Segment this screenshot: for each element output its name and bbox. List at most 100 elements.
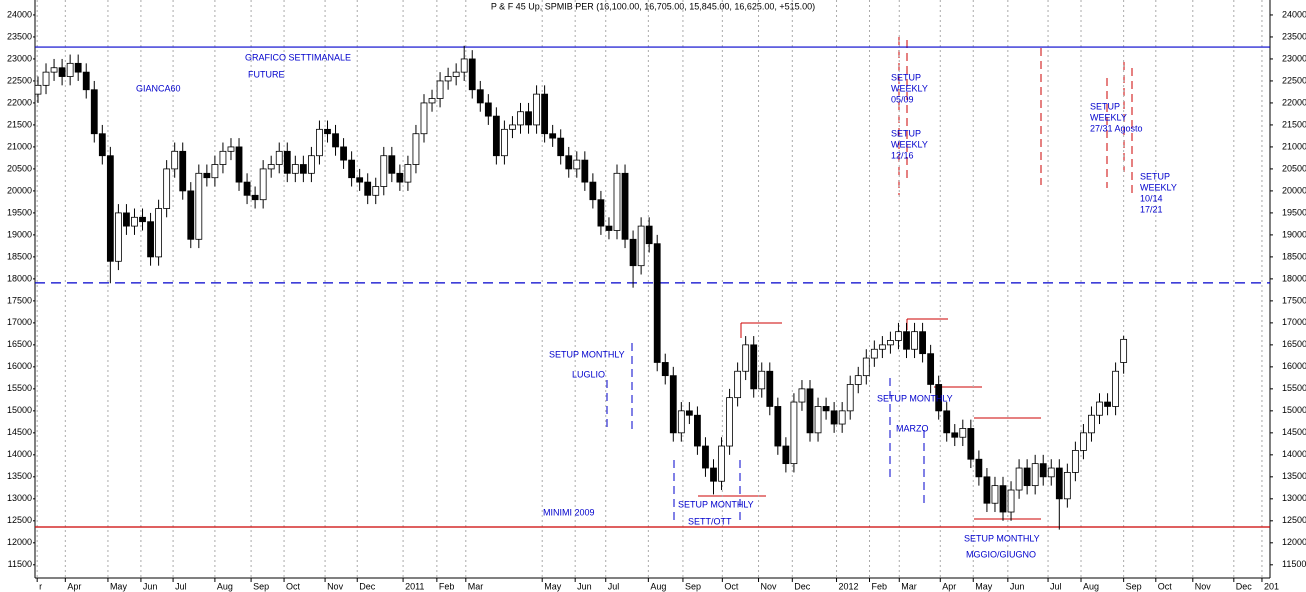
x-tick-label: May: [110, 581, 128, 591]
x-tick-label: Sep: [253, 581, 269, 591]
candle-body: [420, 102, 428, 135]
x-tick-label: Apr: [942, 581, 956, 591]
x-tick-label: May: [544, 581, 562, 591]
candle-body: [967, 428, 975, 460]
candle-body: [468, 58, 476, 91]
x-tick-label: Oct: [724, 581, 739, 591]
annotation: WEEKLY: [891, 139, 928, 149]
candle-body: [758, 370, 766, 390]
x-tick-label: Feb: [439, 581, 455, 591]
y-tick-label-right: 23000: [1282, 53, 1306, 63]
candle-body: [653, 243, 661, 363]
x-tick-label: Sep: [1126, 581, 1142, 591]
candle-body: [155, 208, 163, 258]
x-tick-label: 201: [1264, 581, 1279, 591]
candle-body: [549, 133, 557, 139]
candle-body: [1120, 338, 1128, 363]
y-tick-label-right: 20000: [1282, 185, 1306, 195]
annotation: WEEKLY: [891, 83, 928, 93]
candle-body: [605, 225, 613, 231]
candle-body: [412, 133, 420, 165]
candle-body: [1096, 401, 1103, 416]
candle-body: [123, 212, 130, 227]
candle-body: [1080, 432, 1087, 451]
y-tick-label: 18000: [7, 273, 32, 283]
y-tick-label: 24000: [7, 9, 32, 19]
candle-body: [114, 212, 122, 262]
y-tick-label: 13500: [7, 471, 32, 481]
candle-body: [460, 58, 468, 73]
candle-body: [782, 445, 790, 465]
candle-body: [919, 331, 926, 355]
x-tick-label: Jul: [175, 581, 187, 591]
y-tick-label: 20000: [7, 185, 32, 195]
candle-body: [525, 111, 532, 126]
candle-body: [1088, 414, 1095, 434]
candle-body: [299, 164, 307, 174]
x-tick-label: May: [975, 581, 993, 591]
y-tick-label-right: 17500: [1282, 295, 1306, 305]
candle-body: [139, 216, 146, 223]
candle-body: [766, 370, 774, 407]
candle-body: [517, 111, 524, 126]
candle-body: [999, 485, 1007, 513]
x-tick-label: Nov: [761, 581, 778, 591]
candle-body: [541, 93, 549, 135]
annotation: SETUP MONTHLY: [964, 533, 1040, 543]
candle-body: [613, 172, 621, 231]
candle-body: [870, 348, 878, 359]
y-tick-label-right: 22000: [1282, 97, 1306, 107]
annotation: MINIMI 2009: [543, 507, 595, 517]
candle-body: [581, 159, 589, 183]
annotation: SETUP: [891, 128, 921, 138]
candle-body: [388, 155, 396, 174]
y-tick-label-right: 12500: [1282, 515, 1306, 525]
candle-body: [66, 62, 74, 77]
y-tick-label: 14000: [7, 449, 32, 459]
x-tick-label: Sep: [685, 581, 701, 591]
x-tick-label: Oct: [286, 581, 301, 591]
y-tick-label-right: 15500: [1282, 383, 1306, 393]
candle-body: [975, 458, 983, 478]
candle-body: [1023, 467, 1031, 487]
candle-body: [750, 344, 758, 390]
y-tick-label-right: 18000: [1282, 273, 1306, 283]
candle-body: [211, 164, 219, 179]
y-tick-label-right: 14500: [1282, 427, 1306, 437]
y-tick-label: 22500: [7, 75, 32, 85]
x-tick-label: Nov: [1195, 581, 1212, 591]
candle-body: [509, 124, 516, 130]
candle-body: [685, 410, 693, 416]
candle-body: [82, 71, 90, 91]
setup-lines: [606, 37, 1133, 525]
annotation: 12/16: [891, 150, 914, 160]
candle-body: [927, 353, 935, 385]
candle-body: [557, 137, 565, 157]
x-tick-label: Dec: [1236, 581, 1253, 591]
y-tick-label: 19000: [7, 229, 32, 239]
y-tick-label: 14500: [7, 427, 32, 437]
y-tick-label-right: 14000: [1282, 449, 1306, 459]
candle-body: [943, 410, 951, 434]
candle-body: [935, 384, 943, 412]
annotation: 10/14: [1140, 193, 1163, 203]
annotation: LUGLIO: [572, 369, 605, 379]
candle-body: [959, 428, 967, 438]
candle-body: [838, 410, 846, 425]
candle-body: [476, 89, 484, 104]
candle-body: [790, 401, 798, 465]
y-tick-label-right: 23500: [1282, 31, 1306, 41]
candle-body: [428, 98, 436, 104]
x-tick-label: Aug: [217, 581, 233, 591]
x-tick-label: Jul: [1050, 581, 1062, 591]
candle-body: [340, 146, 347, 161]
y-tick-label: 16500: [7, 339, 32, 349]
candle-body: [1055, 467, 1063, 500]
candle-body: [364, 181, 372, 196]
candle-body: [774, 406, 782, 447]
candle-body: [396, 172, 404, 183]
candle-body: [1063, 472, 1071, 500]
candle-body: [372, 186, 380, 196]
x-tick-label: Jun: [1010, 581, 1025, 591]
